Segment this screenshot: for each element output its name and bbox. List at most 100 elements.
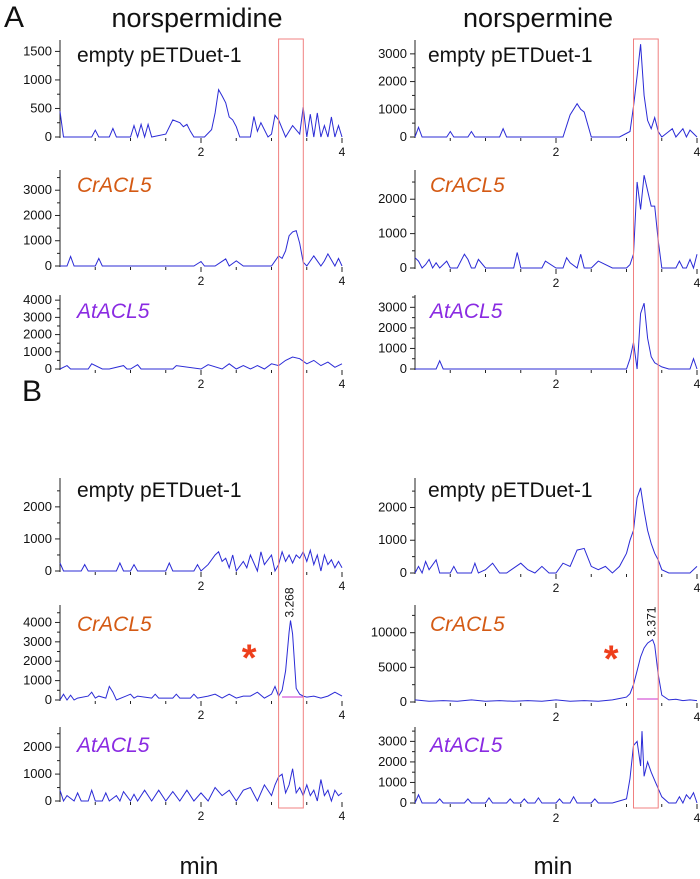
y-tick-label: 1000 <box>378 340 407 355</box>
y-tick-label: 2000 <box>23 653 52 668</box>
y-tick-label: 1000 <box>378 532 407 547</box>
data-trace <box>60 229 343 268</box>
y-tick-label: 1000 <box>378 226 407 241</box>
peak-retention-label: 3.268 <box>283 587 297 617</box>
y-tick-label: 3000 <box>378 733 407 748</box>
y-tick-label: 0 <box>400 129 407 144</box>
y-tick-label: 5000 <box>378 659 407 674</box>
data-trace <box>59 768 343 803</box>
y-tick-label: 1000 <box>23 673 52 688</box>
y-tick-label: 0 <box>400 260 407 275</box>
y-tick-label: 2000 <box>378 74 407 89</box>
x-tick-label: 2 <box>198 809 205 823</box>
chart-a3: 0 1000 2000 3000 4000 2 4 AtACL5 <box>23 292 346 391</box>
x-tick-label: 2 <box>198 377 205 391</box>
highlight-window-right <box>633 38 659 809</box>
y-tick-label: 4000 <box>23 292 52 307</box>
x-tick-label: 2 <box>553 811 560 825</box>
x-tick-label: 2 <box>553 581 560 595</box>
data-trace <box>414 731 698 805</box>
panel-letter-b: B <box>22 375 42 408</box>
trace-label: AtACL5 <box>428 734 503 757</box>
trace-label: empty pETDuet-1 <box>77 479 242 502</box>
y-tick-label: 3000 <box>23 182 52 197</box>
chart-a5: 0 1000 2000 2 4 CrACL5 <box>378 170 700 290</box>
x-tick-label: 4 <box>694 581 700 595</box>
y-tick-label: 1000 <box>23 344 52 359</box>
y-tick-label: 3000 <box>23 309 52 324</box>
chart-a6: 0 1000 2000 3000 2 4 AtACL5 <box>378 295 700 391</box>
x-tick-label: 2 <box>553 145 560 159</box>
column-title-norspermine: norspermine <box>463 3 613 33</box>
y-tick-label: 1000 <box>23 766 52 781</box>
data-trace <box>414 487 698 575</box>
y-tick-label: 1000 <box>23 531 52 546</box>
trace-label: CrACL5 <box>430 613 505 636</box>
y-tick-label: 4000 <box>23 614 52 629</box>
data-trace <box>59 548 343 573</box>
peak-retention-label: 3.371 <box>645 606 659 636</box>
chart-b4: 0 1000 2000 2 4 empty pETDuet-1 <box>378 478 700 595</box>
significance-asterisk: * <box>604 639 619 681</box>
x-tick-label: 2 <box>198 145 205 159</box>
x-tick-label: 4 <box>339 809 346 823</box>
x-tick-label: 4 <box>339 579 346 593</box>
x-tick-label: 4 <box>694 276 700 290</box>
y-tick-label: 2000 <box>23 499 52 514</box>
y-tick-label: 0 <box>45 129 52 144</box>
significance-asterisk: * <box>242 638 257 680</box>
y-tick-label: 1000 <box>23 233 52 248</box>
x-axis-title-left: min <box>180 853 219 879</box>
y-tick-label: 3000 <box>23 634 52 649</box>
y-tick-label: 2000 <box>23 739 52 754</box>
data-trace <box>59 356 343 370</box>
x-tick-label: 2 <box>198 708 205 722</box>
data-trace <box>414 638 698 702</box>
chart-b5: 0 5000 10000 2 4 CrACL5 3.371 * <box>371 605 700 724</box>
y-tick-label: 2000 <box>378 191 407 206</box>
data-trace <box>415 303 698 370</box>
y-tick-label: 3000 <box>378 46 407 61</box>
y-tick-label: 1000 <box>378 101 407 116</box>
x-tick-label: 4 <box>694 710 700 724</box>
y-tick-label: 0 <box>45 793 52 808</box>
y-tick-label: 0 <box>45 361 52 376</box>
y-tick-label: 0 <box>45 692 52 707</box>
x-tick-label: 4 <box>339 377 346 391</box>
trace-label: AtACL5 <box>428 300 503 323</box>
chart-a1: 0 500 1000 1500 2 4 empty pETDuet-1 <box>23 40 346 159</box>
y-tick-label: 1000 <box>378 774 407 789</box>
x-tick-label: 2 <box>198 274 205 288</box>
x-tick-label: 2 <box>553 276 560 290</box>
y-tick-label: 2000 <box>378 499 407 514</box>
x-tick-label: 4 <box>339 145 346 159</box>
y-tick-label: 0 <box>45 563 52 578</box>
trace-label: AtACL5 <box>75 300 150 323</box>
x-tick-label: 2 <box>553 710 560 724</box>
chart-b2: 0 1000 2000 3000 4000 2 4 CrACL5 3.268 * <box>23 587 346 722</box>
y-tick-label: 1000 <box>23 72 52 87</box>
y-tick-label: 0 <box>400 795 407 810</box>
x-tick-label: 4 <box>694 145 700 159</box>
trace-label: CrACL5 <box>430 174 505 197</box>
chart-a2: 0 1000 2000 3000 2 4 CrACL5 <box>23 170 346 288</box>
chart-a4: 0 1000 2000 3000 2 4 empty pETDuet-1 <box>378 40 700 159</box>
chart-b1: 0 1000 2000 2 4 empty pETDuet-1 <box>23 478 346 593</box>
x-tick-label: 4 <box>694 811 700 825</box>
y-tick-label: 2000 <box>378 754 407 769</box>
trace-label: AtACL5 <box>75 734 150 757</box>
data-trace <box>59 88 343 139</box>
chart-b3: 0 1000 2000 2 4 AtACL5 <box>23 727 346 823</box>
trace-label: CrACL5 <box>77 613 152 636</box>
trace-label: CrACL5 <box>77 174 152 197</box>
column-title-norspermidine: norspermidine <box>111 3 282 33</box>
y-tick-label: 0 <box>45 258 52 273</box>
y-tick-label: 1500 <box>23 43 52 58</box>
trace-label: empty pETDuet-1 <box>77 44 242 67</box>
highlight-window-left <box>278 38 304 809</box>
y-tick-label: 0 <box>400 361 407 376</box>
chart-b6: 0 1000 2000 3000 2 4 AtACL5 <box>378 727 700 825</box>
data-trace <box>414 44 698 139</box>
